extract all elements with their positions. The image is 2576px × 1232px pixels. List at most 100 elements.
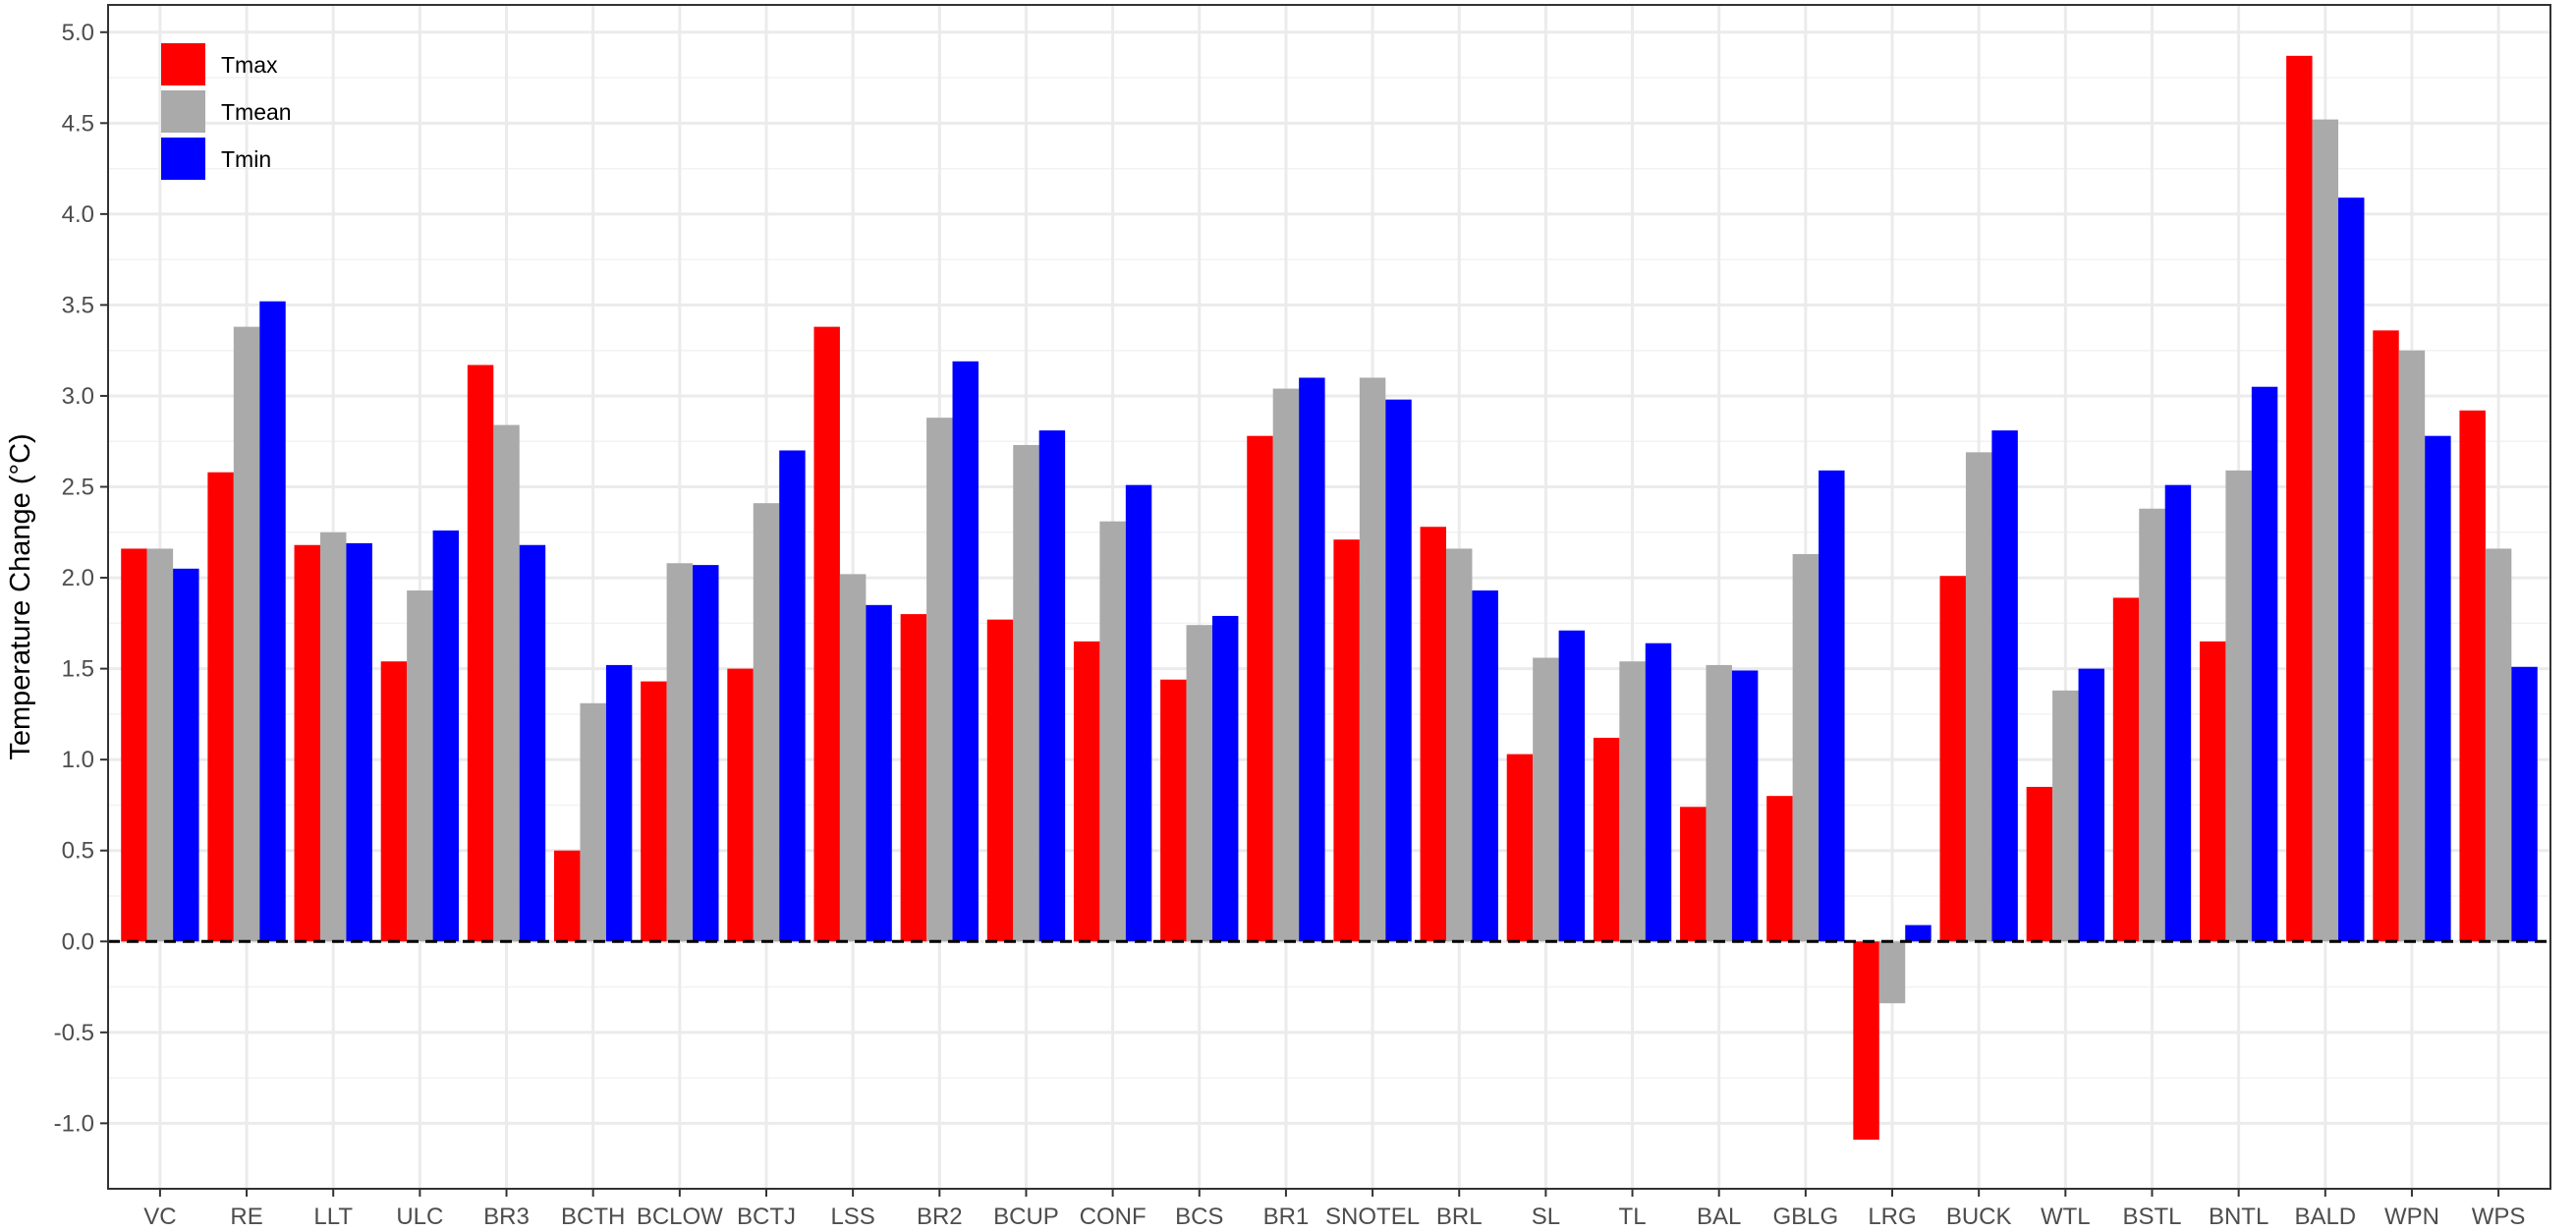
bar-tmax-vc: [121, 548, 147, 942]
bar-tmax-sl: [1506, 754, 1534, 942]
x-tick-label: BAL: [1697, 1204, 1741, 1230]
bar-tmin-bcup: [1038, 430, 1066, 942]
legend-label-tmax: Tmax: [221, 52, 278, 78]
x-tick-label: VC: [143, 1204, 176, 1230]
bar-tmax-ulc: [380, 661, 408, 942]
legend-label-tmin: Tmin: [221, 146, 271, 172]
bar-tmax-wtl: [2026, 786, 2053, 942]
bar-tmin-re: [259, 301, 286, 942]
x-tick-label: BSTL: [2122, 1204, 2181, 1230]
bar-tmin-bcs: [1211, 615, 1239, 942]
y-axis-title: Temperature Change (°C): [5, 433, 36, 759]
y-tick-label: 2.5: [62, 475, 94, 501]
bar-tmin-br3: [519, 544, 546, 942]
x-tick-label: CONF: [1080, 1204, 1147, 1230]
bar-tmin-buck: [1991, 430, 2018, 942]
y-tick-label: 4.0: [62, 201, 94, 228]
bar-tmax-gblg: [1766, 796, 1793, 942]
bar-tmean-br2: [926, 418, 953, 942]
x-tick-label: BCLOW: [637, 1204, 723, 1230]
bar-tmean-sl: [1533, 657, 1559, 942]
bar-tmax-buck: [1939, 576, 1966, 942]
bar-tmean-vc: [146, 548, 174, 942]
bar-tmean-buck: [1965, 452, 1992, 942]
x-tick-label: BR2: [917, 1204, 963, 1230]
x-tick-label: BNTL: [2209, 1204, 2268, 1230]
x-axis: VC RE LLT ULC BR3 BCTH BCLOW BCTJ LSS BR2 BCUP CONF…: [143, 1189, 2525, 1230]
bar-tmin-bstl: [2164, 484, 2192, 942]
x-tick-label: LSS: [830, 1204, 874, 1230]
bar-tmin-brl: [1472, 590, 1498, 942]
bar-tmin-wpn: [2425, 435, 2451, 942]
y-tick-label: -0.5: [54, 1020, 94, 1046]
bar-tmin-bctj: [779, 450, 806, 942]
x-tick-label: RE: [230, 1204, 262, 1230]
y-tick-label: 4.5: [62, 110, 94, 137]
bar-tmean-bntl: [2225, 470, 2252, 942]
x-tick-label: LRG: [1868, 1204, 1916, 1230]
x-tick-label: BALD: [2294, 1204, 2356, 1230]
bar-tmax-conf: [1073, 641, 1100, 942]
legend: Tmax Tmean Tmin: [161, 43, 292, 180]
legend-key-tmean: [161, 90, 205, 133]
bar-tmax-bcup: [986, 619, 1014, 942]
bar-tmax-snotel: [1333, 539, 1360, 942]
x-tick-label: TL: [1619, 1204, 1647, 1230]
bar-tmean-lss: [839, 574, 867, 942]
bar-tmax-bctj: [727, 668, 754, 942]
x-tick-label: BR3: [483, 1204, 530, 1230]
bar-tmean-wpn: [2398, 350, 2426, 942]
bar-tmin-tl: [1645, 643, 1672, 942]
plot-panel-border: [107, 4, 2551, 1190]
bar-tmax-tl: [1593, 737, 1620, 942]
x-tick-label: WTL: [2041, 1204, 2091, 1230]
x-tick-label: LLT: [313, 1204, 353, 1230]
bar-tmax-bstl: [2112, 597, 2140, 942]
bar-tmean-bcs: [1186, 625, 1212, 942]
bar-tmin-bntl: [2251, 386, 2278, 942]
x-tick-label: SL: [1532, 1204, 1560, 1230]
bar-tmax-wps: [2459, 410, 2486, 942]
bar-tmin-lrg: [1905, 924, 1932, 942]
bar-tmean-conf: [1099, 521, 1126, 942]
bar-tmean-bal: [1706, 664, 1732, 942]
bar-tmean-snotel: [1359, 377, 1386, 942]
x-tick-label: BRL: [1436, 1204, 1483, 1230]
bar-tmean-wps: [2485, 548, 2512, 942]
bar-tmean-bclow: [666, 563, 694, 942]
bar-tmin-br2: [952, 361, 979, 942]
bar-tmin-lss: [866, 604, 892, 942]
bar-tmax-br2: [900, 614, 927, 942]
bar-tmax-bclow: [641, 681, 667, 942]
bar-tmean-bcth: [580, 702, 606, 942]
bar-tmean-bctj: [753, 503, 780, 942]
bar-tmean-br1: [1272, 388, 1300, 942]
y-tick-label: 3.0: [62, 383, 94, 410]
bar-tmax-brl: [1420, 527, 1447, 942]
bar-tmean-bstl: [2139, 508, 2165, 942]
bar-tmean-ulc: [407, 590, 433, 942]
bar-tmax-bntl: [2199, 641, 2226, 942]
bar-tmax-br3: [467, 364, 494, 942]
bars-layer: [121, 55, 2538, 1141]
x-tick-label: BCS: [1175, 1204, 1223, 1230]
bar-tmax-lrg: [1853, 941, 1879, 1141]
bar-tmean-br3: [493, 424, 520, 942]
bar-tmin-bcth: [605, 664, 633, 942]
legend-label-tmean: Tmean: [221, 99, 292, 125]
x-tick-label: GBLG: [1773, 1204, 1839, 1230]
y-tick-label: 1.5: [62, 656, 94, 683]
x-tick-label: BUCK: [1946, 1204, 2012, 1230]
legend-key-tmin: [161, 138, 205, 180]
y-tick-label: 5.0: [62, 20, 94, 46]
x-tick-label: WPS: [2472, 1204, 2526, 1230]
bar-tmax-bald: [2286, 55, 2313, 942]
bar-tmax-bal: [1680, 807, 1707, 942]
x-tick-label: SNOTEL: [1325, 1204, 1420, 1230]
bar-tmax-bcth: [554, 850, 581, 942]
y-tick-label: 0.0: [62, 928, 94, 955]
bar-tmean-llt: [319, 532, 347, 942]
y-tick-label: -1.0: [54, 1110, 94, 1137]
x-tick-label: BCUP: [993, 1204, 1059, 1230]
